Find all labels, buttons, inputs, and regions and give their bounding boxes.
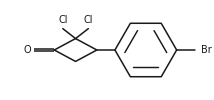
Text: Cl: Cl <box>84 15 93 25</box>
Text: O: O <box>24 45 31 55</box>
Text: Br: Br <box>201 45 212 55</box>
Text: Cl: Cl <box>58 15 68 25</box>
